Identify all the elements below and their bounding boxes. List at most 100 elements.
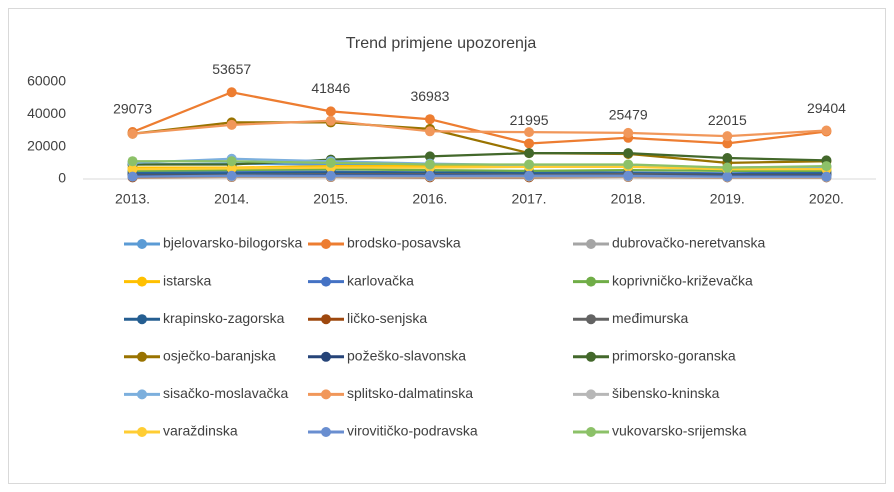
point	[127, 128, 138, 139]
legend-label: splitsko-dalmatinska	[347, 385, 473, 401]
chart-frame	[8, 8, 886, 484]
series-line	[132, 165, 827, 171]
legend-marker	[137, 276, 147, 287]
x-tick-label: 2018.	[611, 191, 646, 207]
point	[127, 164, 138, 175]
point	[424, 126, 435, 137]
point	[226, 163, 237, 174]
legend-marker	[137, 314, 147, 325]
series	[127, 115, 832, 142]
point	[722, 131, 733, 142]
data-label: 36983	[410, 88, 449, 104]
point	[623, 127, 634, 138]
legend-marker	[586, 239, 596, 249]
point	[424, 159, 435, 170]
point	[722, 152, 733, 163]
chart-title: Trend primjene upozorenja	[346, 35, 537, 52]
y-tick-label: 0	[58, 170, 66, 186]
legend-marker	[137, 427, 147, 437]
point	[524, 127, 535, 138]
legend-label: brodsko-posavska	[347, 235, 461, 251]
legend-marker	[586, 314, 596, 325]
x-tick-label: 2015.	[313, 191, 348, 207]
data-label: 21995	[510, 112, 549, 128]
legend-label: vukovarsko-srijemska	[612, 423, 747, 439]
series	[127, 156, 832, 173]
series-line	[132, 152, 827, 166]
legend-marker	[321, 239, 331, 249]
point	[524, 148, 535, 159]
point	[226, 119, 237, 130]
point	[524, 159, 535, 170]
x-tick-label: 2020.	[809, 191, 844, 207]
legend-marker	[586, 427, 596, 437]
point	[127, 171, 138, 182]
point	[424, 151, 435, 162]
point	[424, 170, 435, 181]
x-tick-label: 2016.	[412, 191, 447, 207]
legend-label: dubrovačko-neretvanska	[612, 235, 766, 251]
legend-label: požeško-slavonska	[347, 348, 466, 364]
point	[325, 170, 336, 181]
legend-marker	[321, 314, 331, 325]
legend-label: primorsko-goranska	[612, 348, 736, 364]
point	[226, 170, 237, 181]
series-line	[132, 119, 827, 138]
legend-marker	[586, 276, 596, 287]
series-line	[132, 160, 827, 169]
legend-label: međimurska	[612, 310, 688, 326]
legend-marker	[137, 239, 147, 249]
point	[821, 125, 832, 136]
point	[722, 138, 733, 149]
legend-label: virovitičko-podravska	[347, 423, 478, 439]
legend-label: varaždinska	[163, 423, 238, 439]
x-tick-label: 2019.	[710, 191, 745, 207]
legend-marker	[321, 351, 331, 362]
data-label: 41846	[311, 80, 350, 96]
point	[821, 171, 832, 182]
data-label: 53657	[212, 61, 251, 77]
point	[226, 87, 237, 98]
point	[623, 170, 634, 181]
point	[325, 157, 336, 168]
legend-label: istarska	[163, 272, 211, 288]
data-label: 22015	[708, 112, 747, 128]
legend-label: bjelovarsko-bilogorska	[163, 235, 303, 251]
legend-marker	[586, 389, 596, 400]
point	[722, 171, 733, 182]
point	[524, 138, 535, 149]
legend-marker	[321, 389, 331, 400]
series-line	[132, 121, 827, 164]
legend-label: ličko-senjska	[347, 310, 427, 326]
point	[226, 156, 237, 167]
point	[623, 159, 634, 170]
legend-marker	[321, 427, 331, 437]
legend-marker	[137, 389, 147, 400]
series-line	[132, 174, 827, 178]
point	[821, 161, 832, 172]
x-tick-label: 2013.	[115, 191, 150, 207]
data-label: 29404	[807, 100, 846, 116]
x-tick-label: 2017.	[512, 191, 547, 207]
point	[424, 114, 435, 125]
y-tick-label: 20000	[27, 137, 66, 153]
series	[127, 170, 832, 182]
legend-label: krapinsko-zagorska	[163, 310, 285, 326]
legend-marker	[586, 351, 596, 362]
point	[722, 162, 733, 173]
point	[325, 106, 336, 117]
legend-label: šibensko-kninska	[612, 385, 720, 401]
data-label: 29073	[113, 101, 152, 117]
legend-label: karlovačka	[347, 272, 414, 288]
series-line	[132, 168, 827, 173]
y-tick-label: 60000	[27, 73, 66, 89]
legend-marker	[321, 276, 331, 287]
point	[524, 170, 535, 181]
x-tick-label: 2014.	[214, 191, 249, 207]
point	[325, 115, 336, 126]
data-label: 25479	[609, 107, 648, 123]
legend-label: koprivničko-križevačka	[612, 272, 753, 288]
legend-marker	[137, 351, 147, 362]
point	[127, 156, 138, 167]
